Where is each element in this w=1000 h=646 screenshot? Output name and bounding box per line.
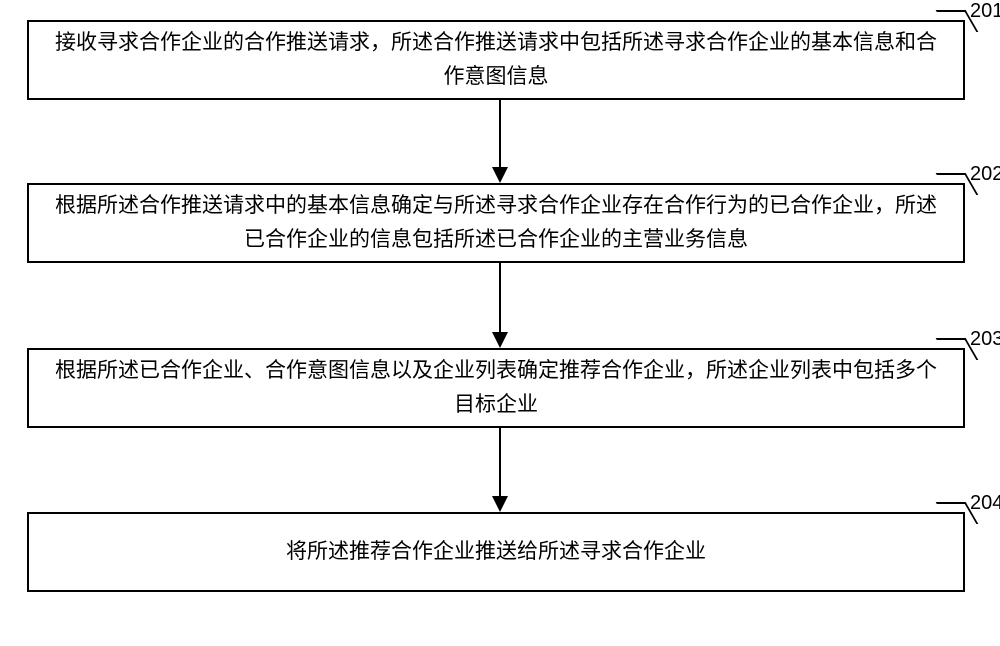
flow-step-201: 接收寻求合作企业的合作推送请求，所述合作推送请求中包括所述寻求合作企业的基本信息… xyxy=(27,20,965,100)
flow-step-204-text: 将所述推荐合作企业推送给所述寻求合作企业 xyxy=(286,535,706,569)
flow-step-203-text: 根据所述已合作企业、合作意图信息以及企业列表确定推荐合作企业，所述企业列表中包括… xyxy=(49,354,943,421)
arrow-line-3 xyxy=(499,428,501,496)
arrow-head-1 xyxy=(492,167,508,183)
arrow-head-3 xyxy=(492,496,508,512)
arrow-head-2 xyxy=(492,332,508,348)
arrow-line-1 xyxy=(499,100,501,167)
arrow-line-2 xyxy=(499,263,501,332)
step-label-203: 203 xyxy=(970,328,1000,351)
step-label-202: 202 xyxy=(970,163,1000,186)
flow-step-201-text: 接收寻求合作企业的合作推送请求，所述合作推送请求中包括所述寻求合作企业的基本信息… xyxy=(49,26,943,93)
flow-step-202: 根据所述合作推送请求中的基本信息确定与所述寻求合作企业存在合作行为的已合作企业，… xyxy=(27,183,965,263)
flow-step-204: 将所述推荐合作企业推送给所述寻求合作企业 xyxy=(27,512,965,592)
flow-step-203: 根据所述已合作企业、合作意图信息以及企业列表确定推荐合作企业，所述企业列表中包括… xyxy=(27,348,965,428)
step-label-204: 204 xyxy=(970,492,1000,515)
flow-step-202-text: 根据所述合作推送请求中的基本信息确定与所述寻求合作企业存在合作行为的已合作企业，… xyxy=(49,189,943,256)
step-label-201: 201 xyxy=(970,0,1000,23)
